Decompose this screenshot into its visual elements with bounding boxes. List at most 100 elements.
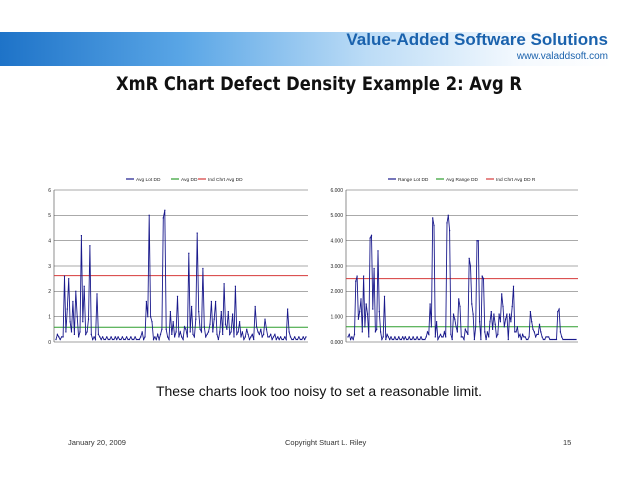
- data-point: [141, 331, 143, 333]
- data-point: [428, 333, 430, 335]
- data-point: [433, 224, 435, 227]
- data-point: [446, 222, 448, 224]
- data-point: [550, 338, 552, 341]
- data-point: [421, 338, 423, 341]
- data-point: [536, 333, 538, 335]
- data-point: [488, 336, 490, 338]
- data-point: [143, 338, 145, 341]
- data-point: [165, 328, 167, 330]
- data-point: [459, 305, 461, 308]
- data-point: [454, 318, 456, 320]
- y-tick-label: 5: [48, 213, 51, 219]
- data-point: [152, 338, 155, 341]
- data-point: [126, 336, 128, 338]
- data-point: [429, 303, 431, 305]
- data-point: [169, 311, 171, 313]
- data-point: [140, 336, 142, 338]
- data-point: [260, 328, 262, 330]
- data-point: [492, 328, 494, 330]
- data-point: [232, 313, 234, 315]
- data-point: [233, 336, 235, 338]
- data-point: [506, 313, 508, 315]
- data-point: [174, 336, 176, 338]
- data-point: [256, 326, 258, 328]
- data-point: [234, 285, 236, 287]
- data-point: [376, 328, 378, 330]
- data-point: [294, 336, 296, 338]
- data-point: [423, 338, 425, 341]
- data-point: [203, 326, 205, 328]
- data-point: [381, 338, 383, 341]
- brand-url: www.valaddsoft.com: [516, 51, 608, 62]
- data-point: [107, 338, 109, 341]
- data-point: [519, 333, 521, 335]
- data-point: [250, 336, 252, 338]
- data-point: [541, 336, 543, 338]
- data-point: [193, 336, 195, 338]
- y-tick-label: 2: [48, 289, 51, 295]
- data-point: [451, 338, 453, 341]
- data-point: [532, 328, 534, 330]
- y-tick-label: 6.000: [330, 188, 343, 194]
- data-point: [377, 250, 379, 252]
- data-point: [555, 338, 558, 341]
- legend-label: Avg DD: [181, 177, 198, 183]
- y-tick-label: 1.000: [330, 314, 343, 320]
- data-point: [133, 338, 135, 341]
- data-series-line: [55, 210, 307, 342]
- data-point: [458, 298, 460, 300]
- data-point: [175, 331, 177, 333]
- data-point: [215, 300, 217, 303]
- data-point: [281, 338, 283, 341]
- data-point: [148, 214, 150, 216]
- data-point: [285, 338, 287, 341]
- data-point: [87, 318, 90, 320]
- data-point: [243, 338, 245, 341]
- data-point: [471, 303, 473, 305]
- data-point: [138, 338, 140, 341]
- data-point: [574, 338, 576, 341]
- data-point: [55, 338, 57, 341]
- data-point: [99, 336, 101, 338]
- data-point: [248, 338, 251, 341]
- data-point: [145, 300, 147, 303]
- data-point: [164, 209, 166, 211]
- data-point: [59, 338, 61, 341]
- data-point: [93, 336, 95, 338]
- data-point: [213, 318, 215, 320]
- data-point: [200, 331, 203, 333]
- data-point: [482, 278, 485, 280]
- data-point: [408, 336, 410, 338]
- data-point: [296, 338, 299, 341]
- header-banner: [0, 32, 612, 66]
- data-point: [561, 336, 563, 338]
- data-point: [355, 280, 357, 282]
- data-point: [263, 333, 265, 335]
- data-point: [538, 323, 541, 325]
- data-point: [351, 336, 353, 338]
- data-point: [241, 331, 243, 333]
- data-point: [216, 333, 218, 335]
- data-point: [227, 311, 229, 313]
- data-point: [86, 331, 88, 333]
- data-point: [230, 331, 232, 333]
- data-point: [460, 336, 462, 338]
- data-point: [56, 333, 58, 335]
- data-point: [282, 338, 284, 341]
- data-point: [466, 331, 468, 333]
- data-point: [357, 318, 359, 320]
- data-point: [523, 336, 525, 338]
- data-point: [412, 336, 414, 338]
- data-point: [150, 316, 152, 318]
- data-point: [348, 333, 350, 335]
- data-point: [61, 336, 63, 338]
- data-point: [463, 338, 465, 341]
- data-point: [399, 338, 401, 341]
- data-point: [280, 336, 282, 338]
- data-point: [546, 336, 548, 338]
- data-point: [467, 333, 469, 335]
- data-point: [121, 336, 123, 338]
- data-point: [557, 311, 559, 313]
- data-point: [382, 336, 384, 338]
- data-point: [484, 331, 486, 333]
